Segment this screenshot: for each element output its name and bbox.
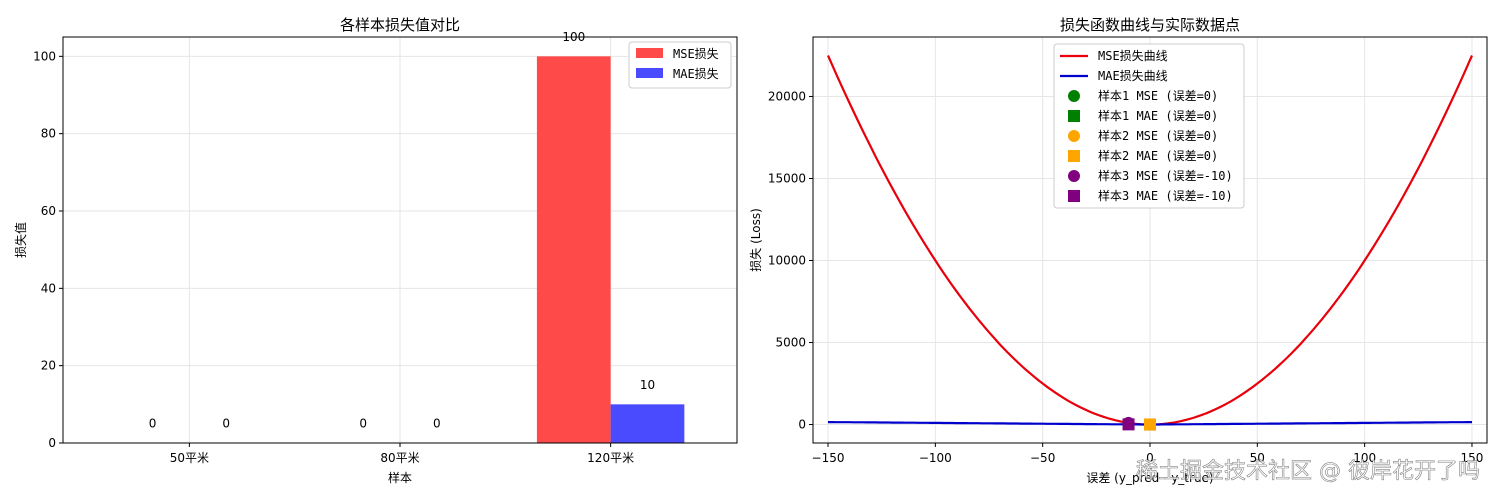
- line-legend-label-mse-curve: MSE损失曲线: [1098, 48, 1168, 63]
- line-legend-label-sample3-mae: 样本3 MAE (误差=-10): [1098, 188, 1233, 203]
- bar-mae-3: [610, 404, 685, 443]
- bar-value-label: 0: [433, 417, 441, 431]
- bar-y-tick-label: 80: [41, 127, 56, 141]
- line-y-axis-label: 损失 (Loss): [748, 208, 763, 272]
- watermark: 稀土掘金技术社区 @ 彼岸花开了吗: [1136, 459, 1480, 484]
- bar-y-tick-label: 0: [48, 436, 56, 450]
- legend-marker-2: [1068, 110, 1080, 122]
- legend-marker-sample1-mse: [1068, 90, 1080, 102]
- bar-legend-swatch-mae: [636, 68, 663, 78]
- bar-series: [536, 56, 685, 443]
- line-legend-label-sample1-mse: 样本1 MSE (误差=0): [1098, 88, 1218, 103]
- bar-data-labels: 0 0 100 0 0 10: [149, 30, 655, 431]
- legend-marker-sample3-mae: [1068, 190, 1080, 202]
- bar-gridlines: [63, 37, 737, 444]
- legend-marker-sample2-mse: [1068, 130, 1080, 142]
- bar-mse-3: [536, 56, 611, 443]
- line-legend-label-sample1-mae: 样本1 MAE (误差=0): [1098, 108, 1218, 123]
- sample-points: [1122, 416, 1156, 431]
- bar-y-tick-label: 20: [41, 359, 56, 373]
- legend-marker-6: [1068, 190, 1080, 202]
- line-legend-label-mae-curve: MAE损失曲线: [1098, 68, 1168, 83]
- line-x-tick-label: 50: [1250, 451, 1265, 465]
- sample-point-4: [1144, 418, 1156, 431]
- bar-legend-swatch-mse: [636, 48, 663, 58]
- line-y-tick-label: 20000: [768, 89, 806, 103]
- line-y-tick-label: 15000: [768, 171, 806, 185]
- bar-value-label: 10: [640, 378, 655, 392]
- bar-value-label: 0: [222, 417, 230, 431]
- line-legend-label-sample2-mae: 样本2 MAE (误差=0): [1098, 148, 1218, 163]
- legend-marker-3: [1068, 130, 1080, 142]
- bar-y-axis-label: 损失值: [13, 222, 28, 258]
- line-x-tick-label: 0: [1146, 451, 1154, 465]
- bar-legend: MSE损失 MAE损失: [628, 41, 732, 89]
- line-chart-title: 损失函数曲线与实际数据点: [1060, 16, 1240, 34]
- bar-y-tick-label: 60: [41, 204, 56, 218]
- bar-chart-title: 各样本损失值对比: [340, 16, 460, 34]
- legend-marker-sample2-mae: [1068, 150, 1080, 162]
- legend-marker-4: [1068, 150, 1080, 162]
- line-x-axis-label: 误差 (y_pred - y_true): [1086, 471, 1213, 485]
- line-y-ticks: 0 5000 10000 15000 20000: [768, 89, 813, 432]
- bar-legend-label-mse: MSE损失: [673, 46, 719, 61]
- bar-y-tick-label: 100: [33, 49, 56, 63]
- line-legend-label-sample2-mse: 样本2 MSE (误差=0): [1098, 128, 1218, 143]
- bar-x-tick-label: 120平米: [587, 451, 634, 465]
- line-legend-box: [1053, 43, 1245, 209]
- line-legend: MSE损失曲线 MAE损失曲线 样本1 MSE (误差=0) 样本1 MAE (…: [1053, 43, 1245, 209]
- line-y-tick-label: 10000: [768, 254, 806, 268]
- bar-value-label: 0: [359, 417, 367, 431]
- legend-marker-5: [1068, 170, 1080, 182]
- bar-y-ticks: 0 20 40 60 80 100: [33, 49, 63, 450]
- line-y-tick-label: 0: [798, 418, 806, 432]
- legend-marker-sample3-mse: [1068, 170, 1080, 182]
- bar-legend-label-mae: MAE损失: [673, 66, 719, 81]
- line-x-tick-label: −100: [919, 451, 952, 465]
- line-x-tick-label: 100: [1353, 451, 1376, 465]
- bar-x-tick-label: 80平米: [380, 451, 419, 465]
- bar-x-ticks: 50平米 80平米 120平米: [170, 443, 634, 465]
- bar-y-tick-label: 40: [41, 281, 56, 295]
- legend-marker-sample1-mae: [1068, 110, 1080, 122]
- line-x-tick-label: 150: [1461, 451, 1484, 465]
- bar-value-label: 0: [149, 417, 157, 431]
- bar-x-tick-label: 50平米: [170, 451, 209, 465]
- line-x-ticks: −150 −100 −50 0 50 100 150: [812, 443, 1484, 465]
- bar-x-axis-label: 样本: [388, 470, 412, 485]
- line-x-tick-label: −50: [1030, 451, 1055, 465]
- line-legend-label-sample3-mse: 样本3 MSE (误差=-10): [1098, 168, 1233, 183]
- line-x-tick-label: −150: [812, 451, 845, 465]
- sample-point-6: [1122, 418, 1135, 431]
- legend-marker-1: [1068, 90, 1080, 102]
- line-y-tick-label: 5000: [775, 336, 806, 350]
- bar-value-label: 100: [562, 30, 585, 44]
